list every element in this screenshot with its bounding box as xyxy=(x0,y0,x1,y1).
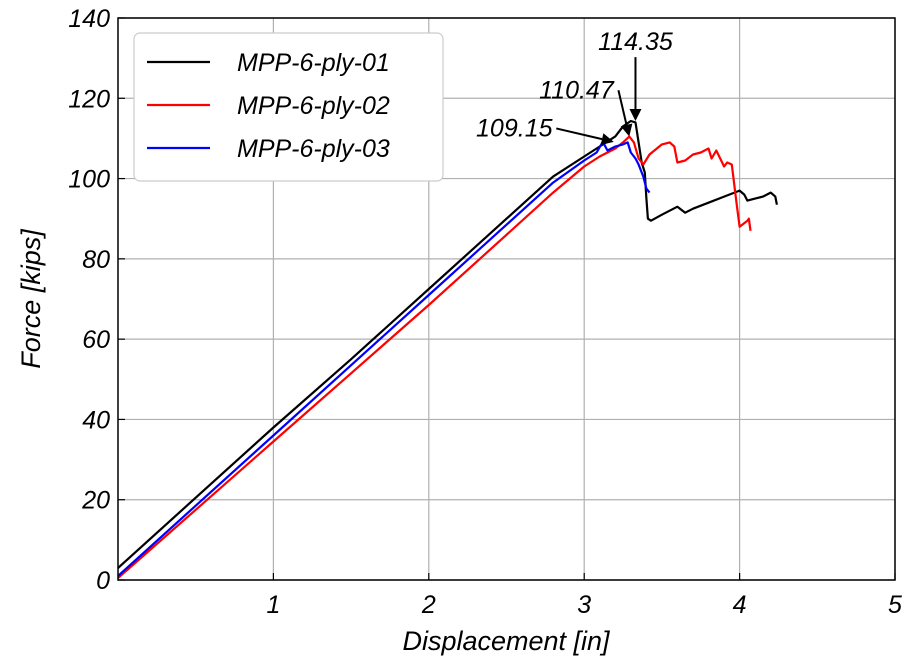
y-tick-label: 0 xyxy=(96,567,110,595)
plot-frame xyxy=(117,17,896,581)
y-tick-label: 20 xyxy=(81,487,110,515)
y-axis-title: Force [kips] xyxy=(16,228,46,369)
annotation-arrow-head xyxy=(600,133,614,145)
legend: MPP-6-ply-01 MPP-6-ply-02 MPP-6-ply-03 xyxy=(133,32,444,182)
legend-label: MPP-6-ply-03 xyxy=(237,135,390,163)
legend-label: MPP-6-ply-02 xyxy=(237,92,390,120)
annotation-label: 114.35 xyxy=(598,28,673,56)
x-axis-title: Displacement [in] xyxy=(402,626,611,656)
y-tick-label: 40 xyxy=(82,406,110,434)
y-tick-label: 120 xyxy=(68,85,110,113)
annotations-group: 114.35 110.47 109.15 xyxy=(476,28,673,145)
series-line-3 xyxy=(117,140,651,577)
series-line-1 xyxy=(117,119,778,569)
annotation-label: 110.47 xyxy=(539,76,615,104)
legend-box xyxy=(133,32,444,182)
annotation-arrow-head xyxy=(629,108,642,121)
y-tick-label: 60 xyxy=(82,326,110,354)
ticks-group: 1 2 3 4 5 0 20 40 60 80 100 120 140 xyxy=(68,5,902,619)
legend-label: MPP-6-ply-01 xyxy=(237,49,390,77)
annotation-label: 109.15 xyxy=(476,114,553,142)
x-tick-label: 4 xyxy=(733,591,747,619)
annotation-arrow-head xyxy=(620,123,633,137)
x-tick-label: 2 xyxy=(421,591,436,619)
y-tick-label: 140 xyxy=(68,5,110,33)
grid xyxy=(118,17,896,581)
y-tick-label: 80 xyxy=(82,246,110,274)
series-line-2 xyxy=(117,135,752,579)
annotation-arrow-line xyxy=(556,127,603,141)
y-tick-label: 100 xyxy=(68,166,110,194)
annotation-arrow-line xyxy=(617,90,628,126)
series-group xyxy=(117,119,778,579)
x-tick-label: 3 xyxy=(577,591,591,619)
x-tick-label: 5 xyxy=(888,591,902,619)
x-tick-label: 1 xyxy=(266,591,280,619)
